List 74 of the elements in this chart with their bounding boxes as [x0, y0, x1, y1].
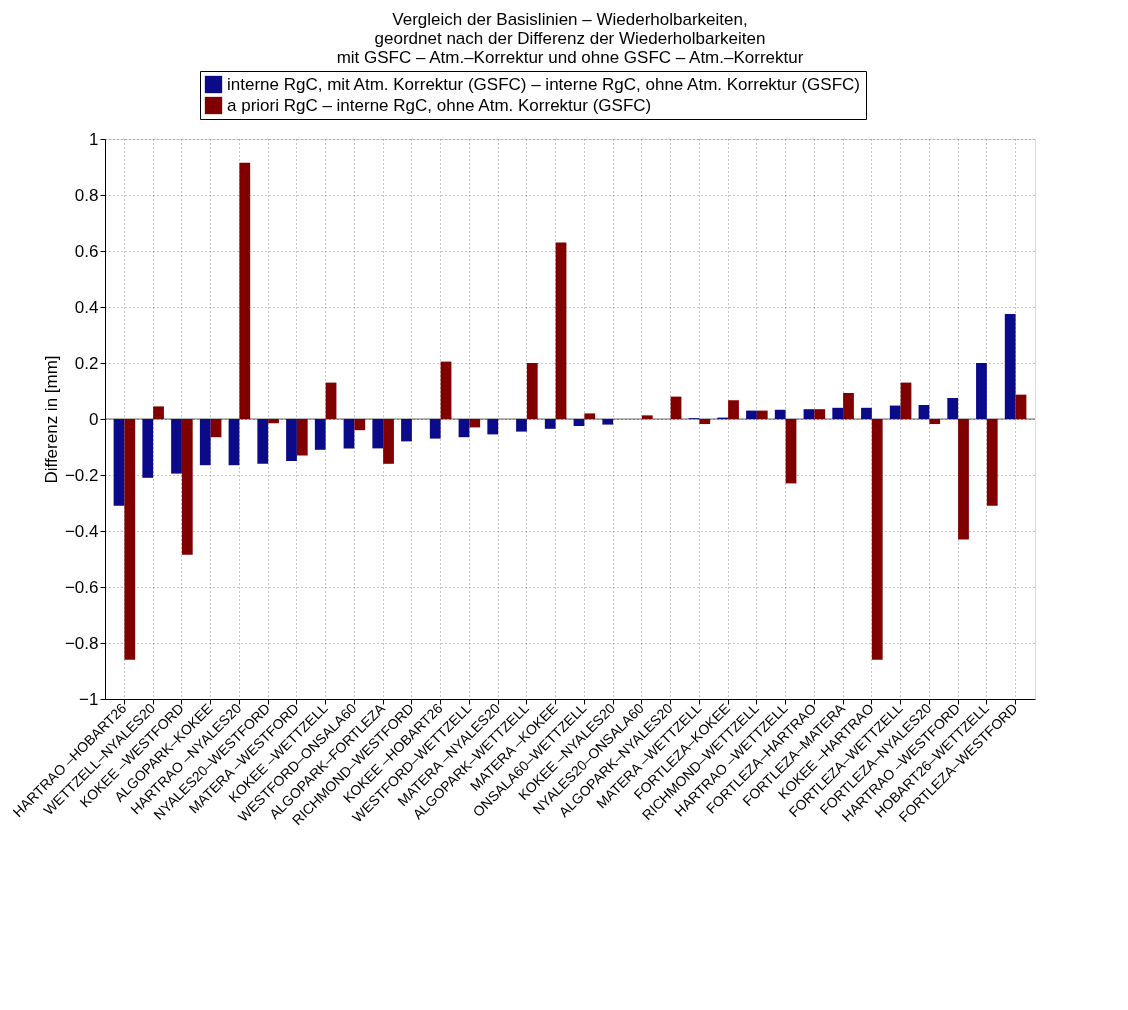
- bar: [124, 419, 136, 660]
- bar: [343, 419, 355, 449]
- bar: [354, 419, 366, 431]
- bar: [889, 405, 901, 419]
- bar: [785, 419, 797, 484]
- bar: [947, 398, 959, 419]
- bar: [843, 392, 854, 419]
- y-tick-label: 0: [89, 409, 99, 429]
- bar: [958, 419, 969, 540]
- bar: [239, 162, 251, 419]
- bar: [210, 419, 222, 438]
- bar: [268, 419, 279, 424]
- bar: [113, 419, 125, 506]
- bar: [1015, 394, 1027, 419]
- bar: [756, 410, 768, 419]
- bar: [487, 419, 499, 435]
- y-tick-label: 0.2: [74, 353, 99, 373]
- bar: [469, 419, 481, 428]
- bar: [803, 409, 815, 419]
- bar: [440, 361, 452, 419]
- bar: [728, 400, 739, 419]
- bar: [918, 405, 930, 419]
- bar: [286, 419, 297, 461]
- text: geordnet nach der Differenz der Wiederholbarkeiten: [374, 28, 766, 48]
- bar: [153, 406, 164, 419]
- bar: [171, 419, 182, 474]
- y-tick-label: −0.8: [64, 633, 99, 653]
- bar: [641, 415, 653, 419]
- bar: [526, 363, 538, 419]
- bar: [228, 419, 240, 466]
- bar: [296, 419, 308, 456]
- bar: [325, 382, 337, 419]
- bar: [383, 419, 394, 464]
- bar: [401, 419, 412, 442]
- bar: [314, 419, 326, 450]
- bar: [900, 382, 912, 419]
- y-tick-label: −1: [79, 689, 99, 709]
- bar: [429, 419, 441, 439]
- legend-label: a priori RgC – interne RgC, ohne Atm. Korrektur (GSFC): [227, 95, 652, 115]
- y-axis-title: Differenz in [mm]: [41, 355, 61, 484]
- text: Vergleich der Basislinien – Wiederholbarkeiten,: [392, 9, 748, 29]
- bar: [774, 409, 786, 419]
- y-tick-label: −0.2: [64, 465, 99, 485]
- bar: [573, 419, 585, 426]
- bar: [602, 419, 614, 425]
- bar: [814, 409, 826, 419]
- bar: [670, 396, 682, 419]
- y-tick-label: 0.4: [74, 297, 99, 317]
- bar: [584, 413, 596, 419]
- bar: [746, 410, 757, 419]
- bar: [871, 419, 883, 660]
- bar: [199, 419, 211, 466]
- bar: [929, 419, 941, 425]
- y-tick-label: −0.6: [64, 577, 99, 597]
- y-tick-label: 1: [89, 129, 99, 149]
- bar: [257, 419, 269, 464]
- y-tick-label: 0.8: [74, 185, 99, 205]
- bar: [861, 407, 872, 419]
- bar: [555, 242, 567, 419]
- y-tick-label: −0.4: [64, 521, 99, 541]
- bar: [832, 407, 844, 419]
- bar: [699, 419, 711, 425]
- bar: [142, 419, 154, 478]
- bar: [516, 419, 527, 432]
- bar: [372, 419, 384, 449]
- bar: [181, 419, 193, 555]
- bar: [458, 419, 470, 438]
- y-tick-label: 0.6: [74, 241, 99, 261]
- bar: [1004, 314, 1016, 419]
- bar: [976, 363, 987, 419]
- bar: [544, 419, 556, 429]
- bar: [986, 419, 998, 506]
- legend-label: interne RgC, mit Atm. Korrektur (GSFC) – interne RgC, ohne Atm. Korrektur (GSFC): [227, 74, 860, 94]
- text: mit GSFC – Atm.–Korrektur und ohne GSFC – Atm.–Korrektur: [336, 47, 804, 67]
